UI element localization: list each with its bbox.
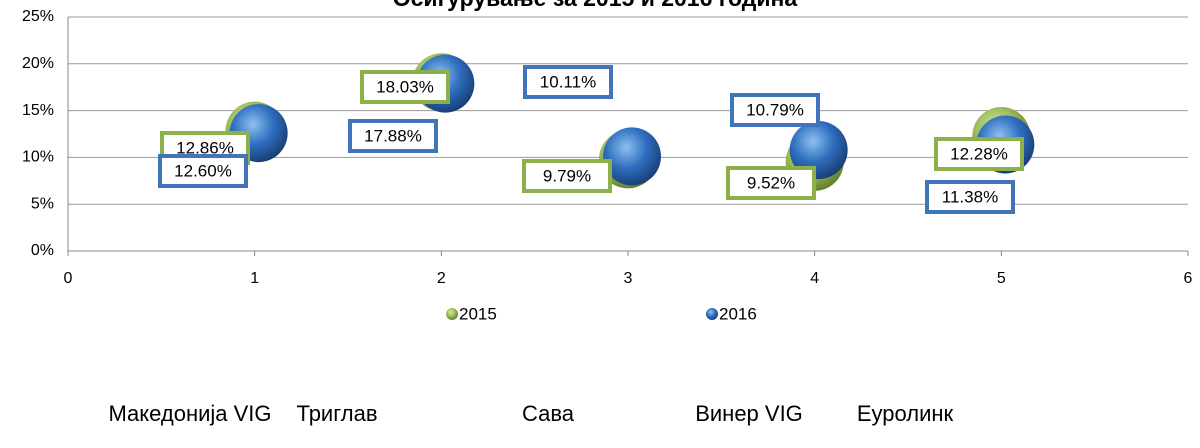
y-tick-label: 25% bbox=[22, 8, 54, 25]
x-tick-label: 3 bbox=[624, 270, 633, 287]
data-label: 18.03% bbox=[376, 77, 434, 96]
data-label: 10.79% bbox=[746, 100, 804, 119]
data-label: 9.52% bbox=[747, 173, 795, 192]
x-tick-label: 4 bbox=[810, 270, 819, 287]
data-label: 9.79% bbox=[543, 166, 591, 185]
y-tick-label: 20% bbox=[22, 55, 54, 72]
category-label: Винер VIG bbox=[695, 401, 803, 426]
category-label: Еуролинк bbox=[857, 401, 954, 426]
data-label: 11.38% bbox=[942, 187, 998, 206]
data-label: 10.11% bbox=[540, 72, 596, 91]
y-tick-label: 10% bbox=[22, 149, 54, 166]
category-label: Триглав bbox=[296, 401, 377, 426]
legend-swatch bbox=[446, 308, 458, 320]
category-label: Македонија VIG bbox=[108, 401, 271, 426]
label-box bbox=[730, 93, 820, 127]
legend-swatch bbox=[706, 308, 718, 320]
x-tick-label: 2 bbox=[437, 270, 446, 287]
label-box bbox=[925, 180, 1015, 214]
bubble bbox=[603, 127, 661, 186]
bubble bbox=[789, 121, 848, 180]
data-label: 12.28% bbox=[950, 144, 1008, 163]
label-box bbox=[348, 119, 438, 153]
label-box bbox=[360, 70, 450, 104]
y-tick-label: 0% bbox=[31, 242, 54, 259]
data-label: 17.88% bbox=[364, 126, 422, 145]
chart-title: Осигурување за 2015 и 2016 година bbox=[393, 0, 798, 11]
label-box bbox=[934, 137, 1024, 171]
category-label: Сава bbox=[522, 401, 575, 426]
y-tick-label: 15% bbox=[22, 102, 54, 119]
label-box bbox=[522, 159, 612, 193]
x-tick-label: 6 bbox=[1184, 270, 1193, 287]
legend-label: 2016 bbox=[719, 304, 757, 323]
label-box bbox=[726, 166, 816, 200]
x-tick-label: 0 bbox=[64, 270, 73, 287]
x-tick-label: 1 bbox=[250, 270, 259, 287]
y-tick-label: 5% bbox=[31, 195, 54, 212]
label-box bbox=[523, 65, 613, 99]
x-tick-label: 5 bbox=[997, 270, 1006, 287]
data-label: 12.86% bbox=[176, 138, 234, 157]
data-label: 12.60% bbox=[174, 161, 232, 180]
legend-label: 2015 bbox=[459, 304, 497, 323]
label-box bbox=[158, 154, 248, 188]
